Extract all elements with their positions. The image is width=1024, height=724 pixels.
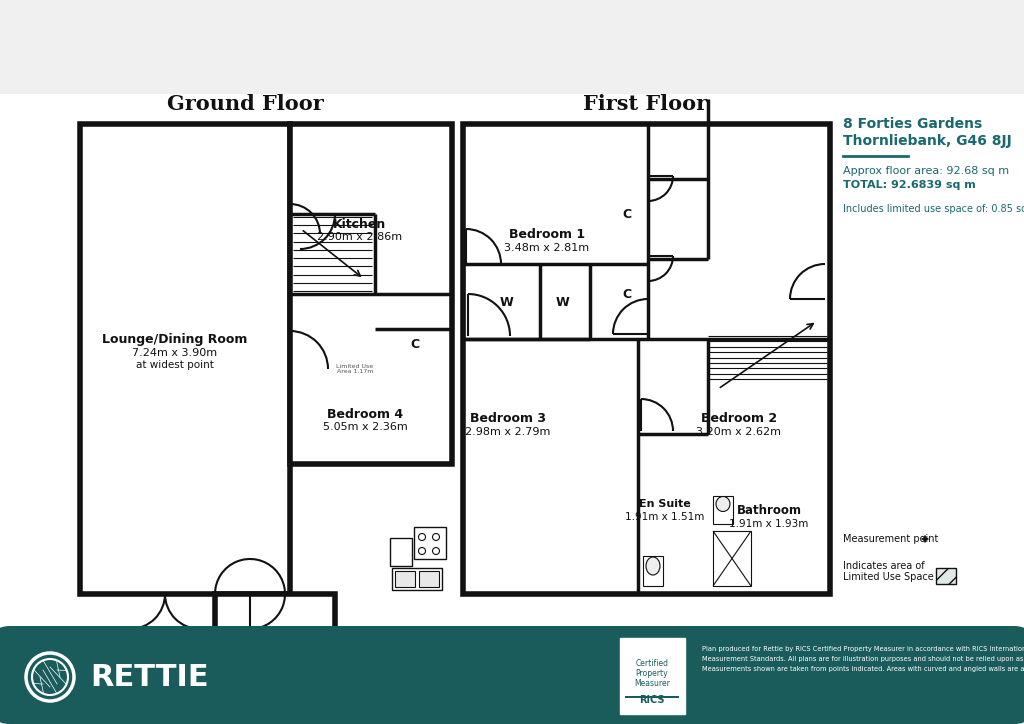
Text: Limited Use Space: Limited Use Space <box>843 572 934 582</box>
Bar <box>625 696 679 698</box>
Text: Approx floor area: 92.68 sq m: Approx floor area: 92.68 sq m <box>843 166 1009 176</box>
Text: TOTAL: 92.6839 sq m: TOTAL: 92.6839 sq m <box>843 180 976 190</box>
Text: First Floor: First Floor <box>583 94 707 114</box>
Text: 2.98m x 2.79m: 2.98m x 2.79m <box>465 427 551 437</box>
Text: RICS: RICS <box>639 695 665 705</box>
Text: Includes limited use space of: 0.85 sq m: Includes limited use space of: 0.85 sq m <box>843 204 1024 214</box>
Text: RETTIE: RETTIE <box>90 662 209 691</box>
Text: 1.91m x 1.93m: 1.91m x 1.93m <box>729 519 809 529</box>
Text: W: W <box>556 295 570 308</box>
Text: 7.24m x 3.90m: 7.24m x 3.90m <box>132 348 217 358</box>
Text: Measurement point: Measurement point <box>843 534 938 544</box>
Text: Kitchen: Kitchen <box>334 217 387 230</box>
Bar <box>713 531 751 586</box>
Text: 2.90m x 2.86m: 2.90m x 2.86m <box>317 232 402 242</box>
Text: 3.20m x 2.62m: 3.20m x 2.62m <box>696 427 781 437</box>
Text: Bathroom: Bathroom <box>736 505 802 518</box>
Bar <box>290 124 452 464</box>
Text: C: C <box>623 287 632 300</box>
Text: Bedroom 4: Bedroom 4 <box>327 408 403 421</box>
Text: Ground Floor: Ground Floor <box>167 94 324 114</box>
Text: 8 Forties Gardens: 8 Forties Gardens <box>843 117 982 131</box>
Text: Measurer: Measurer <box>634 680 670 689</box>
Text: Limited Use
Area 1.17m: Limited Use Area 1.17m <box>337 363 374 374</box>
Text: 1.91m x 1.51m: 1.91m x 1.51m <box>626 512 705 522</box>
Bar <box>620 638 685 714</box>
Text: 3.48m x 2.81m: 3.48m x 2.81m <box>505 243 590 253</box>
Bar <box>390 538 412 566</box>
Text: C: C <box>623 208 632 221</box>
Text: Thornliebank, G46 8JJ: Thornliebank, G46 8JJ <box>843 134 1012 148</box>
Bar <box>419 571 439 587</box>
FancyBboxPatch shape <box>0 626 1024 724</box>
Text: Indicates area of: Indicates area of <box>843 561 925 571</box>
Bar <box>392 568 442 590</box>
Bar <box>936 568 956 584</box>
Text: C: C <box>411 337 420 350</box>
Text: Bedroom 1: Bedroom 1 <box>509 227 585 240</box>
Text: at widest point: at widest point <box>136 360 214 370</box>
Text: Certified: Certified <box>636 660 669 668</box>
Bar <box>215 594 335 630</box>
Text: Lounge/Dining Room: Lounge/Dining Room <box>102 332 248 345</box>
Text: W: W <box>500 295 514 308</box>
Bar <box>643 556 663 586</box>
Bar <box>395 571 415 587</box>
Ellipse shape <box>646 557 660 575</box>
Bar <box>80 124 290 594</box>
Ellipse shape <box>716 497 730 511</box>
Bar <box>0 94 1024 630</box>
Text: Bedroom 2: Bedroom 2 <box>701 413 777 426</box>
Bar <box>414 527 446 559</box>
Text: Plan produced for Rettie by RICS Certified Property Measurer in accordance with : Plan produced for Rettie by RICS Certifi… <box>702 647 1024 671</box>
Bar <box>463 124 830 594</box>
Text: 5.05m x 2.36m: 5.05m x 2.36m <box>323 422 408 432</box>
Text: Bedroom 3: Bedroom 3 <box>470 413 546 426</box>
Text: Property: Property <box>636 670 669 678</box>
Text: En Suite: En Suite <box>639 499 691 509</box>
Bar <box>713 496 733 524</box>
